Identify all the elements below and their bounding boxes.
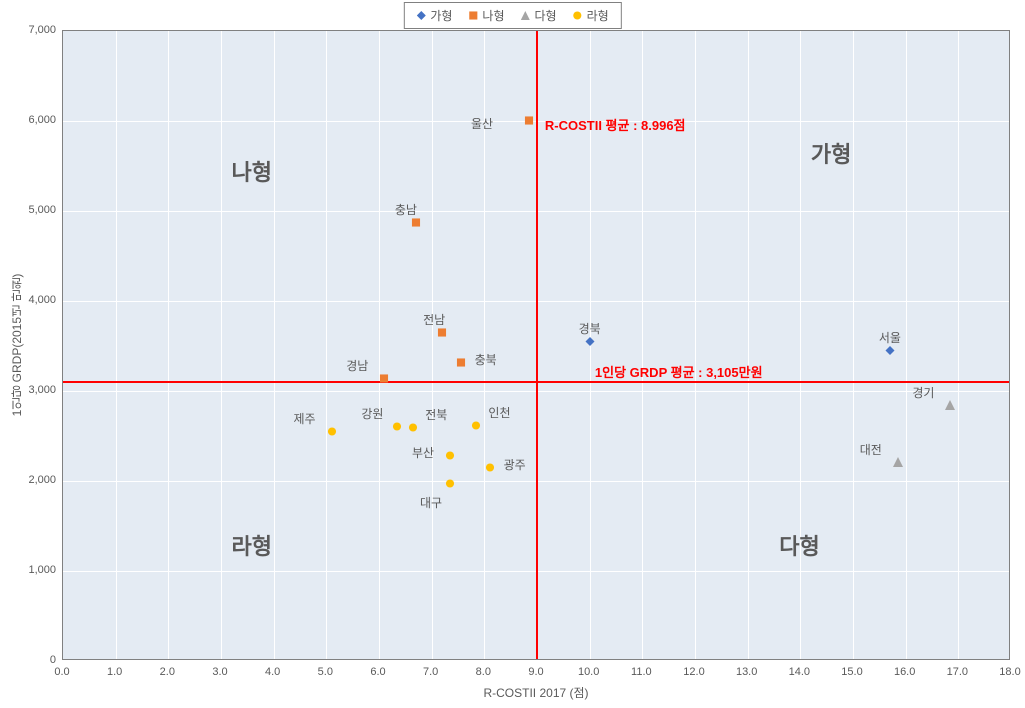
data-point: [446, 475, 455, 493]
x-tick-label: 8.0: [476, 666, 491, 678]
data-point-label: 전북: [425, 406, 447, 423]
data-point-label: 충남: [395, 201, 417, 218]
gridline-vertical: [748, 31, 749, 659]
x-tick-label: 11.0: [631, 666, 652, 678]
data-point-label: 경북: [579, 320, 601, 337]
data-point: [525, 112, 534, 130]
reference-line-horizontal: [63, 381, 1009, 383]
x-tick-label: 2.0: [160, 666, 175, 678]
y-tick-label: 4,000: [28, 294, 56, 306]
data-point: [327, 423, 336, 441]
quadrant-label: 라형: [232, 529, 272, 561]
quadrant-label: 다형: [779, 529, 819, 561]
gridline-vertical: [432, 31, 433, 659]
x-tick-label: 15.0: [841, 666, 862, 678]
gridline-vertical: [800, 31, 801, 659]
data-point: [893, 454, 903, 472]
data-point-label: 서울: [879, 329, 901, 346]
data-point-label: 울산: [471, 115, 493, 132]
data-point-label: 부산: [412, 444, 434, 461]
y-axis-title: 1인당 GRDP(2015년 만원): [8, 274, 25, 417]
y-tick-label: 7,000: [28, 24, 56, 36]
x-tick-label: 6.0: [370, 666, 385, 678]
plot-area: 나형 가형라형 다형 R-COSTII 평균 : 8.996점 1인당 GRDP 평균 …: [62, 30, 1010, 660]
x-tick-label: 13.0: [736, 666, 757, 678]
data-point-label: 인천: [488, 404, 510, 421]
data-point: [446, 447, 455, 465]
legend-label: 가형: [430, 7, 452, 24]
x-tick-label: 18.0: [999, 666, 1020, 678]
data-point-label: 충북: [475, 351, 497, 368]
chart-annotation: R-COSTII 평균 : 8.996점: [545, 115, 686, 134]
legend-label: 다형: [535, 7, 557, 24]
x-tick-label: 7.0: [423, 666, 438, 678]
x-tick-label: 3.0: [212, 666, 227, 678]
legend-item: 라형: [573, 7, 609, 24]
legend-item: 다형: [521, 7, 557, 24]
y-tick-label: 2,000: [28, 474, 56, 486]
chart-legend: 가형 나형 다형 라형: [403, 2, 621, 29]
data-point: [485, 459, 494, 477]
diamond-icon: [416, 9, 425, 23]
gridline-vertical: [116, 31, 117, 659]
gridline-vertical: [221, 31, 222, 659]
data-point: [409, 419, 418, 437]
chart-container: 가형나형다형라형 나형가형라형다형R-COSTII 평균 : 8.996점1인당…: [0, 0, 1025, 708]
x-tick-label: 14.0: [789, 666, 810, 678]
triangle-icon: [521, 9, 530, 23]
gridline-vertical: [274, 31, 275, 659]
x-tick-label: 1.0: [107, 666, 122, 678]
y-tick-label: 6,000: [28, 114, 56, 126]
reference-line-vertical: [536, 31, 538, 659]
data-point-label: 대구: [420, 494, 442, 511]
x-tick-label: 9.0: [528, 666, 543, 678]
gridline-vertical: [326, 31, 327, 659]
gridline-vertical: [906, 31, 907, 659]
x-tick-label: 12.0: [683, 666, 704, 678]
x-tick-label: 4.0: [265, 666, 280, 678]
legend-item: 나형: [468, 7, 504, 24]
quadrant-label: 가형: [811, 137, 851, 169]
x-tick-label: 16.0: [894, 666, 915, 678]
x-tick-label: 5.0: [318, 666, 333, 678]
legend-label: 라형: [587, 7, 609, 24]
gridline-vertical: [695, 31, 696, 659]
square-icon: [468, 9, 477, 23]
x-axis-title: R-COSTII 2017 (점): [483, 684, 588, 701]
data-point: [472, 417, 481, 435]
data-point-label: 전남: [423, 311, 445, 328]
x-tick-label: 0.0: [54, 666, 69, 678]
data-point: [380, 370, 389, 388]
x-tick-label: 17.0: [947, 666, 968, 678]
data-point-label: 제주: [294, 410, 316, 427]
data-point-label: 경남: [346, 357, 368, 374]
data-point: [456, 354, 465, 372]
data-point-label: 강원: [361, 405, 383, 422]
data-point-label: 광주: [504, 456, 526, 473]
legend-item: 가형: [416, 7, 452, 24]
y-tick-label: 1,000: [28, 564, 56, 576]
chart-annotation: 1인당 GRDP 평균 : 3,105만원: [595, 362, 763, 381]
gridline-vertical: [958, 31, 959, 659]
gridline-vertical: [379, 31, 380, 659]
data-point-label: 대전: [860, 441, 882, 458]
data-point-label: 경기: [912, 384, 934, 401]
quadrant-label: 나형: [232, 155, 272, 187]
legend-label: 나형: [482, 7, 504, 24]
y-tick-label: 0: [50, 654, 56, 666]
data-point: [393, 418, 402, 436]
data-point: [945, 397, 955, 415]
gridline-vertical: [853, 31, 854, 659]
circle-icon: [573, 9, 582, 23]
y-tick-label: 5,000: [28, 204, 56, 216]
gridline-vertical: [168, 31, 169, 659]
x-tick-label: 10.0: [578, 666, 599, 678]
y-tick-label: 3,000: [28, 384, 56, 396]
